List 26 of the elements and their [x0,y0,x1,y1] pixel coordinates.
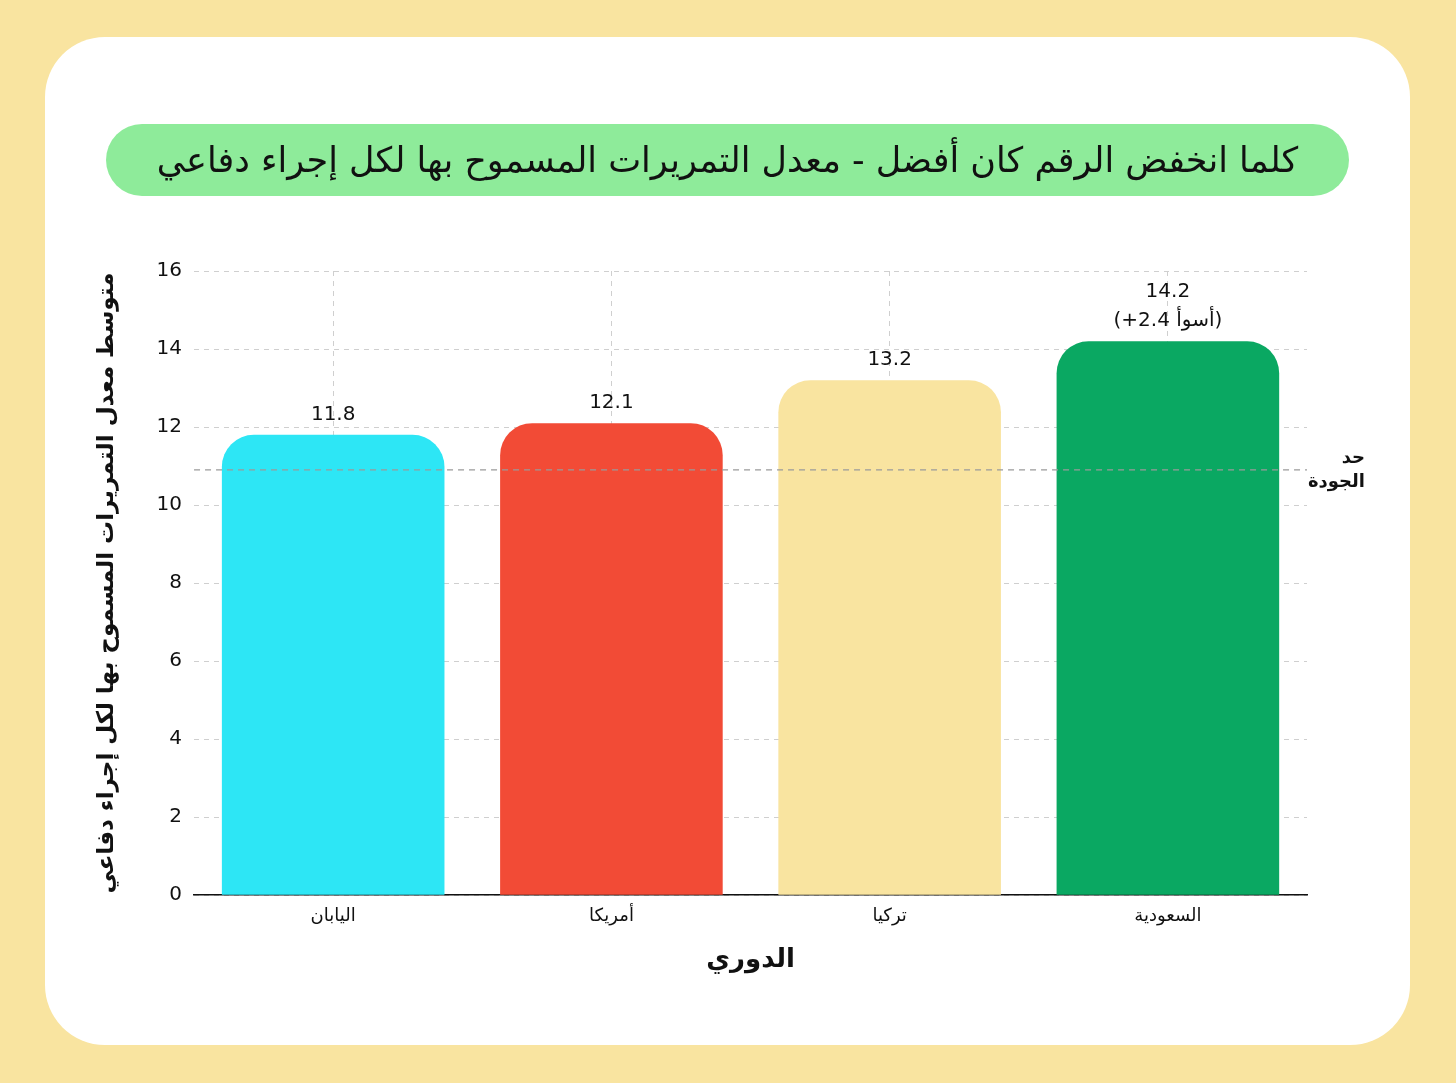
x-axis-title: الدوري [706,943,795,975]
x-tick-label: السعودية [1134,903,1202,926]
chart-title: كلما انخفض الرقم كان أفضل - معدل التمريرات المسموح بها لكل إجراء دفاعي [106,124,1349,196]
annotation: (+2.4 أسوأ) [1113,306,1223,332]
data-label: 11.8 [310,401,356,426]
bar [1056,341,1280,895]
y-tick-label: 10 [156,491,183,516]
y-tick-label: 14 [156,335,183,360]
y-tick-label: 12 [156,413,183,438]
y-axis-title: متوسط معدل التمريرات المسموح بها لكل إجراء دفاعي [91,272,119,894]
data-label: 14.2 [1145,278,1191,303]
bar [778,380,1001,895]
bar [221,434,445,895]
data-label: 13.2 [867,346,912,371]
y-tick-label: 16 [156,257,183,282]
y-tick-label: 8 [169,569,183,594]
y-tick-label: 6 [169,647,183,672]
data-label: 12.1 [589,389,634,414]
y-tick-label: 4 [169,725,183,750]
x-tick-label: أمريكا [588,902,634,926]
y-tick-label: 2 [169,803,183,828]
x-tick-label: اليابان [310,903,356,925]
bar [500,423,723,895]
ref-line-label: حد الجودة [1307,445,1365,492]
y-tick-label: 0 [169,881,183,906]
x-tick-label: تركيا [872,903,907,926]
